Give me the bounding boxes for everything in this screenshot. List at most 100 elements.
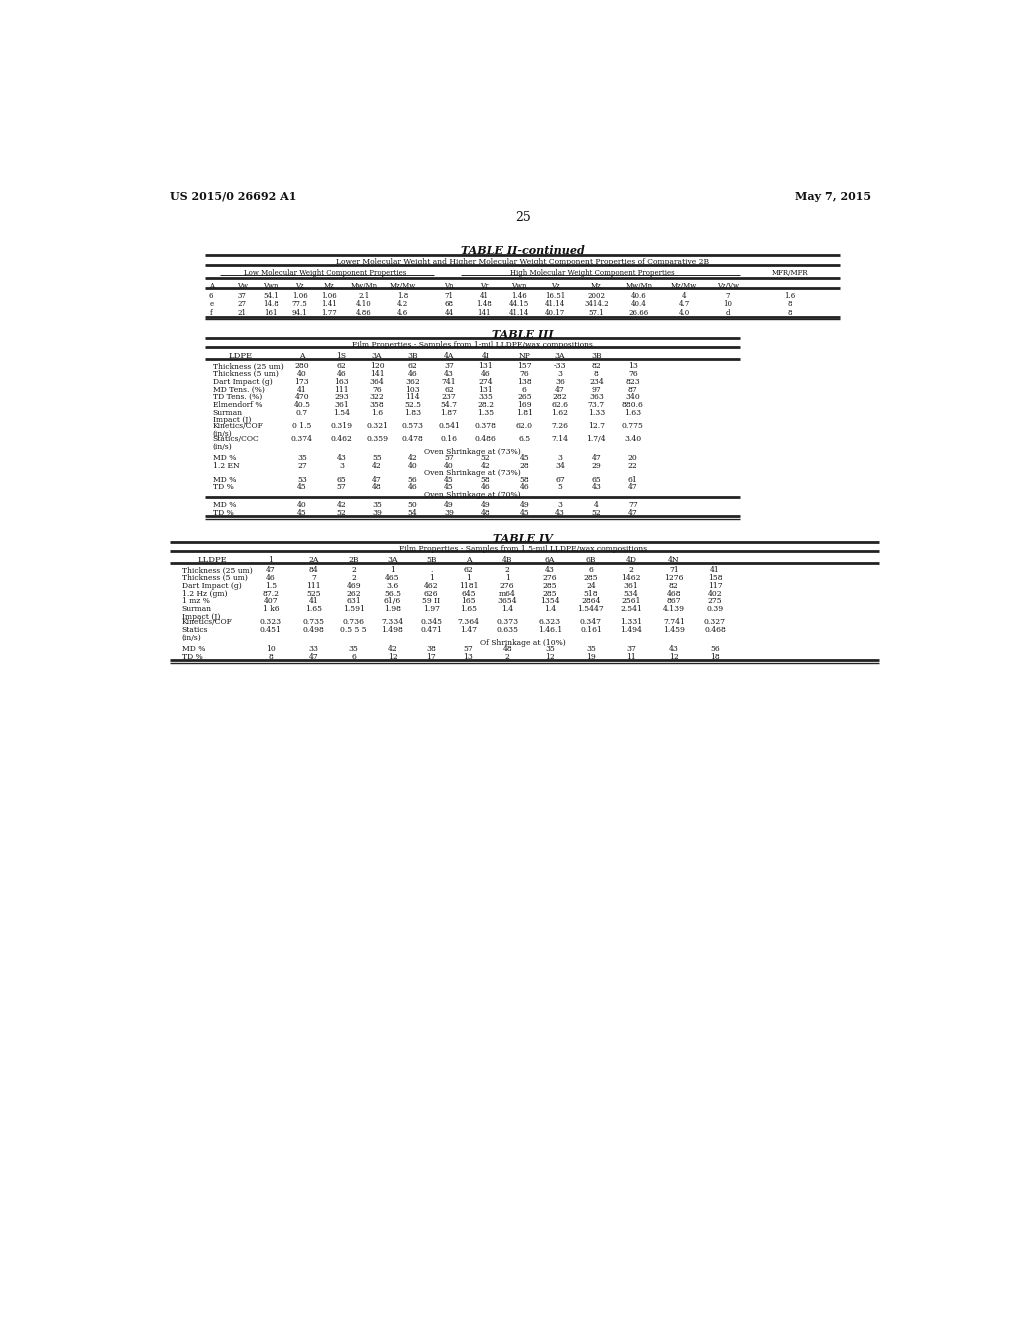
Text: 48: 48 <box>502 645 512 653</box>
Text: 7.14: 7.14 <box>551 434 568 442</box>
Text: A: A <box>299 352 305 360</box>
Text: Mw/Mn: Mw/Mn <box>350 281 377 289</box>
Text: 40: 40 <box>297 502 307 510</box>
Text: 73.7: 73.7 <box>587 401 604 409</box>
Text: 2B: 2B <box>348 557 359 565</box>
Text: 7.364: 7.364 <box>458 618 479 626</box>
Text: 41.14: 41.14 <box>544 300 565 308</box>
Text: 282: 282 <box>552 393 567 401</box>
Text: 47: 47 <box>628 483 637 491</box>
Text: 131: 131 <box>478 385 492 393</box>
Text: 1.65: 1.65 <box>305 605 322 612</box>
Text: .: . <box>430 566 432 574</box>
Text: Film Properties - Samples from 1.5-mil LLDPE/wax compositions: Film Properties - Samples from 1.5-mil L… <box>398 545 646 553</box>
Text: 2: 2 <box>504 653 510 661</box>
Text: 0.378: 0.378 <box>474 422 496 430</box>
Text: MD Tens. (%): MD Tens. (%) <box>213 385 264 393</box>
Text: 46: 46 <box>480 370 490 378</box>
Text: TD %: TD % <box>213 483 233 491</box>
Text: 46: 46 <box>408 370 417 378</box>
Text: 7: 7 <box>311 574 316 582</box>
Text: 61/6: 61/6 <box>383 597 400 606</box>
Text: 46: 46 <box>519 483 529 491</box>
Text: 39: 39 <box>372 508 381 516</box>
Text: 0.327: 0.327 <box>703 618 726 626</box>
Text: 47: 47 <box>554 385 565 393</box>
Text: 46: 46 <box>336 370 345 378</box>
Text: MD %: MD % <box>181 645 205 653</box>
Text: 8: 8 <box>787 309 792 317</box>
Text: 4A: 4A <box>443 352 453 360</box>
Text: 626: 626 <box>424 590 438 598</box>
Text: 43: 43 <box>336 454 346 462</box>
Text: 2.1: 2.1 <box>358 292 369 300</box>
Text: 2864: 2864 <box>581 597 600 606</box>
Text: 322: 322 <box>369 393 384 401</box>
Text: Oven Shrinkage at (73%): Oven Shrinkage at (73%) <box>424 447 521 455</box>
Text: 12: 12 <box>544 653 554 661</box>
Text: 35: 35 <box>586 645 595 653</box>
Text: 45: 45 <box>444 475 453 483</box>
Text: 131: 131 <box>478 363 492 371</box>
Text: 6.323: 6.323 <box>538 618 560 626</box>
Text: 3.40: 3.40 <box>624 434 641 442</box>
Text: 82: 82 <box>591 363 600 371</box>
Text: 62: 62 <box>444 385 453 393</box>
Text: Oven Shrinkage at (70%): Oven Shrinkage at (70%) <box>424 491 520 499</box>
Text: 237: 237 <box>441 393 457 401</box>
Text: 1: 1 <box>466 574 471 582</box>
Text: 40.17: 40.17 <box>544 309 565 317</box>
Text: 37: 37 <box>237 292 247 300</box>
Text: TABLE IV: TABLE IV <box>492 533 552 544</box>
Text: 58: 58 <box>480 475 490 483</box>
Text: 0.345: 0.345 <box>420 618 442 626</box>
Text: 165: 165 <box>461 597 475 606</box>
Text: 56: 56 <box>408 475 417 483</box>
Text: 43: 43 <box>591 483 601 491</box>
Text: 163: 163 <box>333 378 348 385</box>
Text: 4: 4 <box>593 502 598 510</box>
Text: 3: 3 <box>557 370 561 378</box>
Text: 1.459: 1.459 <box>662 626 684 634</box>
Text: 58: 58 <box>519 475 529 483</box>
Text: 87.2: 87.2 <box>262 590 279 598</box>
Text: Of Shrinkage at (10%): Of Shrinkage at (10%) <box>479 639 566 647</box>
Text: 362: 362 <box>405 378 420 385</box>
Text: Dart Impact (g): Dart Impact (g) <box>181 582 242 590</box>
Text: 28.2: 28.2 <box>477 401 493 409</box>
Text: 35: 35 <box>348 645 359 653</box>
Text: Thickness (5 um): Thickness (5 um) <box>181 574 248 582</box>
Text: 361: 361 <box>624 582 638 590</box>
Text: 4.86: 4.86 <box>356 309 371 317</box>
Text: 1.5447: 1.5447 <box>577 605 603 612</box>
Text: 57: 57 <box>444 454 453 462</box>
Text: Surman: Surman <box>181 605 212 612</box>
Text: 97: 97 <box>591 385 600 393</box>
Text: 45: 45 <box>297 483 307 491</box>
Text: 25: 25 <box>515 211 530 224</box>
Text: 27: 27 <box>237 300 247 308</box>
Text: 340: 340 <box>625 393 640 401</box>
Text: (in/s): (in/s) <box>213 442 232 450</box>
Text: A: A <box>466 557 471 565</box>
Text: 19: 19 <box>586 653 595 661</box>
Text: 880.6: 880.6 <box>622 401 643 409</box>
Text: 0.359: 0.359 <box>366 434 387 442</box>
Text: 114: 114 <box>405 393 420 401</box>
Text: 1.87: 1.87 <box>440 409 458 417</box>
Text: Surman: Surman <box>213 409 243 417</box>
Text: 0.498: 0.498 <box>303 626 324 634</box>
Text: 0.462: 0.462 <box>330 434 352 442</box>
Text: 1.2 EN: 1.2 EN <box>213 462 239 470</box>
Text: 46: 46 <box>266 574 275 582</box>
Text: 138: 138 <box>517 378 531 385</box>
Text: -33: -33 <box>553 363 566 371</box>
Text: 4I: 4I <box>481 352 489 360</box>
Text: Vwn: Vwn <box>511 281 526 289</box>
Text: 1.06: 1.06 <box>291 292 307 300</box>
Text: 52: 52 <box>336 508 345 516</box>
Text: 525: 525 <box>306 590 321 598</box>
Text: 0.736: 0.736 <box>342 618 365 626</box>
Text: 76: 76 <box>628 370 637 378</box>
Text: 1: 1 <box>428 574 433 582</box>
